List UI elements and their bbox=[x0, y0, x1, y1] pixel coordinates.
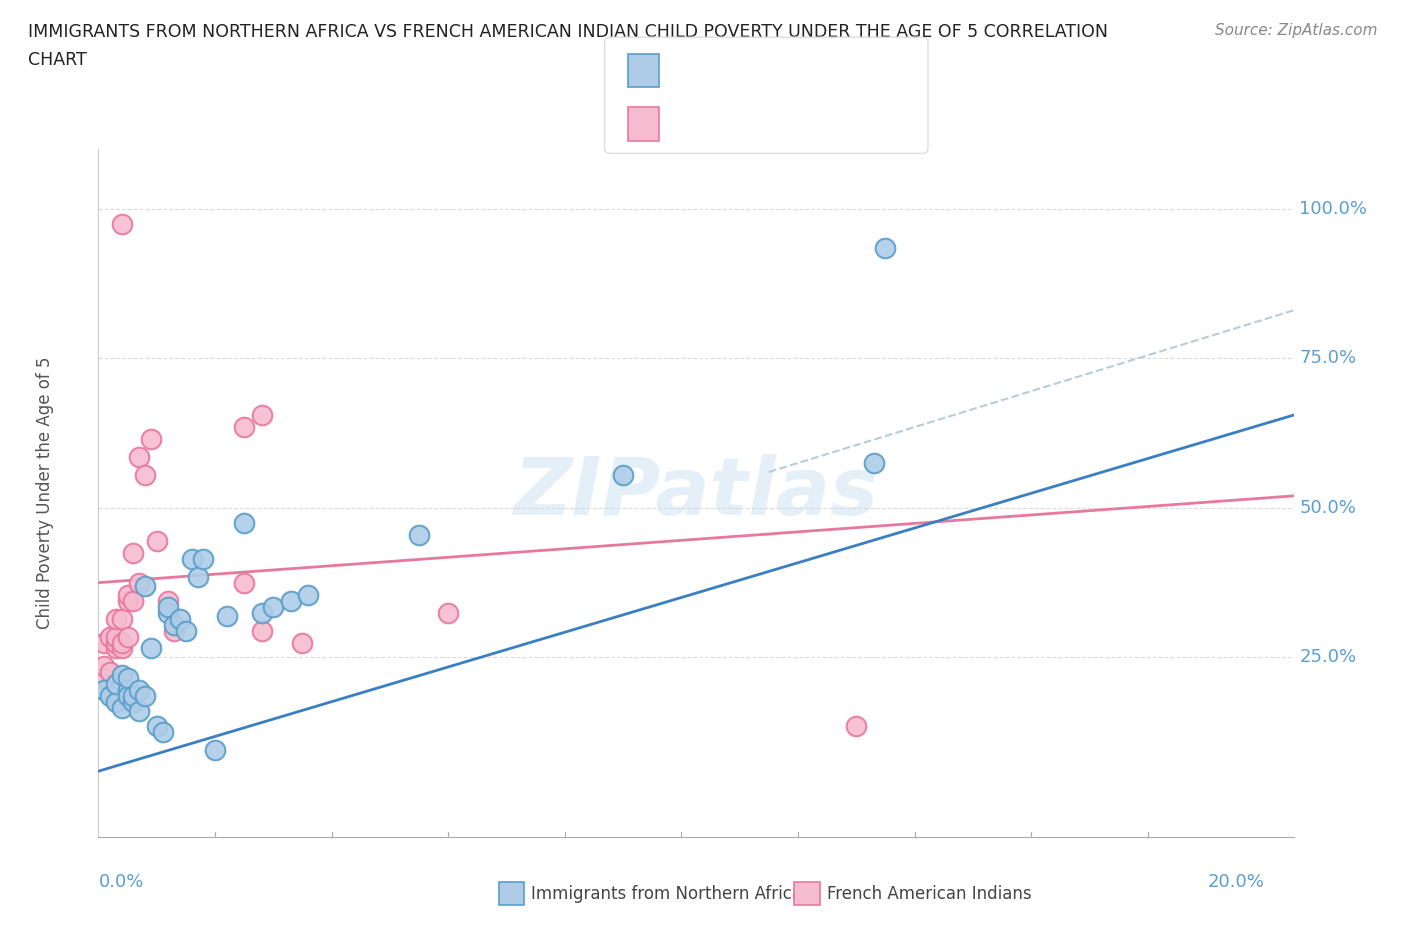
Point bbox=[157, 605, 180, 620]
Point bbox=[111, 611, 134, 626]
Point bbox=[93, 683, 115, 698]
Point bbox=[180, 551, 202, 566]
Point bbox=[215, 608, 238, 623]
Point bbox=[134, 578, 156, 593]
Point bbox=[408, 527, 430, 542]
Text: 0.0%: 0.0% bbox=[98, 873, 143, 891]
Point bbox=[145, 719, 167, 734]
Point bbox=[128, 576, 150, 591]
Point bbox=[128, 683, 150, 698]
Point bbox=[233, 576, 256, 591]
Point bbox=[98, 689, 121, 704]
Text: R = 0.765: R = 0.765 bbox=[671, 62, 761, 80]
Point bbox=[98, 665, 121, 680]
Text: 100.0%: 100.0% bbox=[1299, 200, 1368, 218]
Point bbox=[169, 611, 191, 626]
Point bbox=[117, 671, 139, 685]
Text: 75.0%: 75.0% bbox=[1299, 350, 1357, 367]
Point bbox=[862, 456, 884, 471]
Point bbox=[875, 240, 897, 255]
Point bbox=[117, 689, 139, 704]
Point bbox=[297, 587, 319, 602]
Point bbox=[111, 635, 134, 650]
Point bbox=[134, 689, 156, 704]
Point bbox=[104, 629, 127, 644]
Text: CHART: CHART bbox=[28, 51, 87, 69]
Point bbox=[104, 635, 127, 650]
Point bbox=[104, 695, 127, 710]
Text: ZIPatlas: ZIPatlas bbox=[513, 454, 879, 532]
Point bbox=[250, 623, 273, 638]
Text: R = 0.135: R = 0.135 bbox=[671, 116, 761, 134]
Point bbox=[250, 407, 273, 422]
Point bbox=[122, 593, 145, 608]
Text: Source: ZipAtlas.com: Source: ZipAtlas.com bbox=[1215, 23, 1378, 38]
Point bbox=[157, 599, 180, 614]
Text: IMMIGRANTS FROM NORTHERN AFRICA VS FRENCH AMERICAN INDIAN CHILD POVERTY UNDER TH: IMMIGRANTS FROM NORTHERN AFRICA VS FRENC… bbox=[28, 23, 1108, 41]
Text: Immigrants from Northern Africa: Immigrants from Northern Africa bbox=[531, 884, 803, 903]
Point bbox=[128, 449, 150, 464]
Point bbox=[111, 641, 134, 656]
Point bbox=[122, 695, 145, 710]
Point bbox=[612, 468, 634, 483]
Point bbox=[117, 587, 139, 602]
Point bbox=[193, 551, 215, 566]
Point bbox=[122, 545, 145, 560]
Text: French American Indians: French American Indians bbox=[827, 884, 1032, 903]
Point bbox=[163, 623, 186, 638]
Point bbox=[98, 629, 121, 644]
Point bbox=[280, 593, 302, 608]
Point bbox=[111, 216, 134, 231]
Point bbox=[186, 569, 208, 584]
Point bbox=[134, 468, 156, 483]
Point bbox=[139, 641, 162, 656]
Text: N = 28: N = 28 bbox=[801, 116, 865, 134]
Point bbox=[111, 701, 134, 716]
Point bbox=[117, 683, 139, 698]
Point bbox=[122, 689, 145, 704]
Point bbox=[291, 635, 314, 650]
Point bbox=[157, 593, 180, 608]
Point bbox=[145, 533, 167, 548]
Point bbox=[93, 635, 115, 650]
Point bbox=[139, 432, 162, 446]
Text: 25.0%: 25.0% bbox=[1299, 648, 1357, 667]
Point bbox=[128, 704, 150, 719]
Point bbox=[262, 599, 284, 614]
Point bbox=[204, 743, 226, 758]
Point bbox=[111, 668, 134, 683]
Text: 20.0%: 20.0% bbox=[1208, 873, 1264, 891]
Point bbox=[117, 629, 139, 644]
Point bbox=[104, 611, 127, 626]
Text: Child Poverty Under the Age of 5: Child Poverty Under the Age of 5 bbox=[35, 356, 53, 630]
Point bbox=[233, 419, 256, 434]
Point bbox=[845, 719, 868, 734]
Point bbox=[93, 671, 115, 685]
Point bbox=[437, 605, 460, 620]
Point bbox=[104, 641, 127, 656]
Point bbox=[152, 724, 174, 739]
Point bbox=[104, 677, 127, 692]
Point bbox=[93, 659, 115, 674]
Point bbox=[117, 593, 139, 608]
Point bbox=[163, 618, 186, 632]
Point bbox=[250, 605, 273, 620]
Text: N = 37: N = 37 bbox=[801, 62, 865, 80]
Text: 50.0%: 50.0% bbox=[1299, 498, 1357, 517]
Point bbox=[233, 515, 256, 530]
Point bbox=[174, 623, 197, 638]
